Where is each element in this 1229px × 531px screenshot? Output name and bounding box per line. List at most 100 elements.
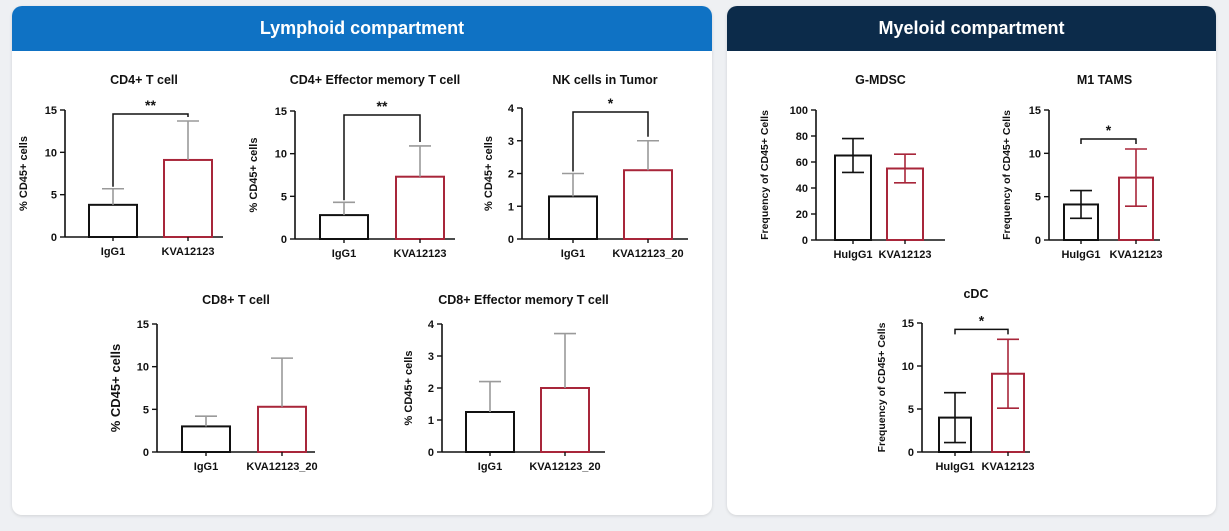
bar-huigg1 bbox=[1063, 203, 1099, 241]
chart-title: G-MDSC bbox=[855, 73, 906, 87]
y-tick-label: 10 bbox=[275, 149, 287, 161]
chart-g-mdsc: G-MDSC 0 20 40 60 80 100 Frequency of CD45+ Cel… bbox=[759, 73, 945, 261]
y-tick-label: 15 bbox=[275, 106, 287, 118]
chart-cd4-effector-memory: CD4+ Effector memory T cell 0 5 10 15 % CD45+… bbox=[248, 73, 460, 260]
y-tick-label: 2 bbox=[428, 383, 434, 395]
y-tick-label: 15 bbox=[137, 319, 149, 331]
chart-title: CD8+ T cell bbox=[202, 293, 270, 307]
x-tick-label: HuIgG1 bbox=[935, 461, 974, 473]
chart-title: CD4+ Effector memory T cell bbox=[290, 73, 461, 87]
y-axis-label: Frequency of CD45+ Cells bbox=[759, 110, 771, 240]
x-tick-label: IgG1 bbox=[194, 461, 218, 473]
x-tick-label: HuIgG1 bbox=[833, 249, 872, 261]
y-tick-label: 0 bbox=[281, 234, 287, 246]
myeloid-header: Myeloid compartment bbox=[727, 6, 1216, 51]
y-axis-label: % CD45+ cells bbox=[18, 136, 30, 211]
y-tick-label: 5 bbox=[143, 404, 149, 416]
x-tick-label: KVA12123 bbox=[394, 248, 447, 260]
chart-title: CD4+ T cell bbox=[110, 73, 178, 87]
y-tick-label: 5 bbox=[908, 404, 914, 416]
y-tick-label: 15 bbox=[1029, 105, 1041, 117]
bar-kva12123 bbox=[395, 175, 445, 240]
y-tick-label: 0 bbox=[143, 447, 149, 459]
x-tick-label: KVA12123 bbox=[879, 249, 932, 261]
bar-igg1 bbox=[88, 203, 138, 238]
x-tick-label: KVA12123_20 bbox=[529, 461, 600, 473]
bar-igg1 bbox=[319, 214, 369, 241]
y-tick-label: 100 bbox=[790, 105, 808, 117]
x-tick-label: KVA12123_20 bbox=[246, 461, 317, 473]
chart-cd4-t-cell: CD4+ T cell 0 5 10 15 % CD45+ cells IgG1 KVA121… bbox=[18, 73, 223, 258]
lymphoid-header: Lymphoid compartment bbox=[12, 6, 712, 51]
significance-marker: * bbox=[979, 312, 985, 328]
x-tick-label: IgG1 bbox=[332, 248, 356, 260]
chart-cdc: cDC 0 5 10 15 Frequency of CD45+ Cells HuIgG1 K… bbox=[876, 287, 1035, 473]
x-tick-label: IgG1 bbox=[101, 246, 125, 258]
y-tick-label: 0 bbox=[1035, 235, 1041, 247]
x-tick-label: KVA12123_20 bbox=[612, 248, 683, 260]
x-tick-label: KVA12123 bbox=[162, 246, 215, 258]
significance-bracket bbox=[343, 114, 421, 201]
y-tick-label: 3 bbox=[428, 351, 434, 363]
y-tick-label: 0 bbox=[508, 234, 514, 246]
significance-marker: * bbox=[1106, 122, 1112, 138]
y-axis-label: % CD45+ cells bbox=[108, 344, 123, 433]
x-tick-label: IgG1 bbox=[478, 461, 502, 473]
y-tick-label: 5 bbox=[51, 190, 57, 202]
y-tick-label: 10 bbox=[45, 147, 57, 159]
bar-huigg1 bbox=[834, 154, 872, 241]
chart-title: M1 TAMS bbox=[1077, 73, 1132, 87]
chart-m1-tams: M1 TAMS 0 5 10 15 Frequency of CD45+ Cells HuI… bbox=[1001, 73, 1163, 261]
y-tick-label: 20 bbox=[796, 209, 808, 221]
bar-kva12123-20 bbox=[623, 169, 673, 241]
y-axis-label: Frequency of CD45+ Cells bbox=[876, 322, 888, 452]
y-tick-label: 0 bbox=[428, 447, 434, 459]
y-tick-label: 40 bbox=[796, 183, 808, 195]
x-tick-label: HuIgG1 bbox=[1061, 249, 1100, 261]
x-tick-label: KVA12123 bbox=[1110, 249, 1163, 261]
significance-bracket bbox=[112, 113, 189, 187]
bar-kva12123-20 bbox=[257, 405, 307, 454]
bar-igg1 bbox=[548, 195, 598, 241]
y-tick-label: 80 bbox=[796, 131, 808, 143]
chart-cd8-effector-memory: CD8+ Effector memory T cell 0 1 2 3 4 % CD45+ … bbox=[403, 293, 609, 473]
chart-cd8-t-cell: CD8+ T cell 0 5 10 15 % CD45+ cells IgG1 KVA121… bbox=[108, 293, 318, 473]
y-axis-label: Frequency of CD45+ Cells bbox=[1001, 110, 1013, 240]
significance-marker: ** bbox=[145, 97, 156, 113]
chart-title: CD8+ Effector memory T cell bbox=[438, 293, 609, 307]
y-tick-label: 4 bbox=[508, 103, 515, 115]
significance-marker: * bbox=[608, 95, 614, 111]
chart-title: NK cells in Tumor bbox=[552, 73, 657, 87]
bar-igg1 bbox=[465, 411, 515, 453]
lymphoid-panel: Lymphoid compartment bbox=[12, 6, 712, 515]
y-tick-label: 0 bbox=[802, 235, 808, 247]
y-axis-label: % CD45+ cells bbox=[248, 138, 260, 213]
y-tick-label: 2 bbox=[508, 169, 514, 181]
y-tick-label: 10 bbox=[137, 362, 149, 374]
myeloid-panel: Myeloid compartment bbox=[727, 6, 1216, 515]
y-tick-label: 10 bbox=[1029, 148, 1041, 160]
significance-bracket bbox=[954, 328, 1009, 335]
bar-igg1 bbox=[181, 425, 231, 453]
y-tick-label: 4 bbox=[428, 319, 435, 331]
y-tick-label: 1 bbox=[428, 415, 434, 427]
y-axis-label: % CD45+ cells bbox=[403, 351, 415, 426]
x-tick-label: KVA12123 bbox=[982, 461, 1035, 473]
y-tick-label: 0 bbox=[51, 232, 57, 244]
x-tick-label: IgG1 bbox=[561, 248, 585, 260]
y-tick-label: 10 bbox=[902, 361, 914, 373]
y-tick-label: 1 bbox=[508, 201, 514, 213]
significance-marker: ** bbox=[377, 98, 388, 114]
y-tick-label: 0 bbox=[908, 447, 914, 459]
y-tick-label: 5 bbox=[1035, 192, 1041, 204]
y-tick-label: 15 bbox=[45, 105, 57, 117]
y-tick-label: 5 bbox=[281, 191, 287, 203]
significance-bracket bbox=[1080, 138, 1137, 144]
chart-nk-cells-tumor: NK cells in Tumor 0 1 2 3 4 % CD45+ cells IgG1 K… bbox=[483, 73, 688, 260]
significance-bracket bbox=[572, 111, 649, 172]
bar-kva12123 bbox=[163, 158, 213, 239]
bar-kva12123-20 bbox=[540, 387, 590, 453]
y-tick-label: 60 bbox=[796, 157, 808, 169]
y-axis-label: % CD45+ cells bbox=[483, 136, 495, 211]
